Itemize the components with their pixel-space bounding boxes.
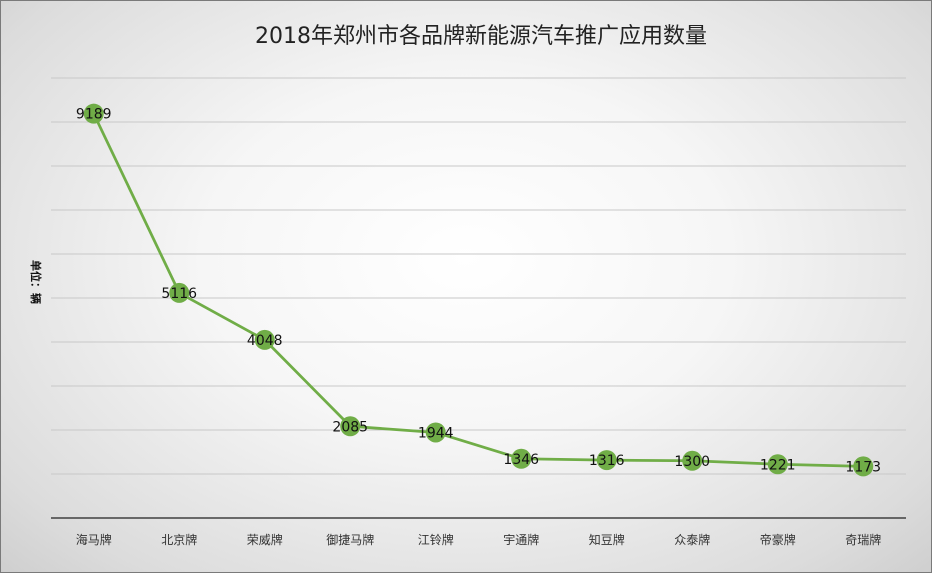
data-label: 1346 [503, 452, 539, 468]
data-label: 4048 [247, 333, 283, 349]
data-label: 1300 [674, 454, 710, 470]
data-point [596, 450, 617, 471]
data-point [682, 450, 703, 471]
data-label: 5116 [161, 286, 197, 302]
x-tick-label: 奇瑞牌 [845, 533, 881, 547]
data-point [340, 416, 361, 437]
data-point [83, 103, 104, 124]
x-tick-label: 众泰牌 [674, 533, 710, 547]
data-label: 2085 [332, 419, 368, 435]
series-line [92, 113, 864, 468]
data-label: 1316 [589, 453, 625, 469]
data-point [425, 422, 446, 443]
data-point [169, 282, 190, 303]
x-tick-label: 御捷马牌 [326, 532, 374, 547]
x-tick-label: 知豆牌 [589, 533, 625, 547]
data-point [853, 456, 874, 477]
chart-title: 2018年郑州市各品牌新能源汽车推广应用数量 [255, 24, 707, 49]
y-axis-label: 单位：辆 [29, 260, 43, 304]
data-label: 1173 [845, 459, 881, 475]
x-tick-labels: 海马牌 北京牌 荣威牌 御捷马牌 江铃牌 宇通牌 知豆牌 众泰牌 帝豪牌 奇瑞牌 [76, 532, 882, 547]
x-tick-label: 北京牌 [161, 533, 197, 547]
series-line-path [92, 113, 864, 468]
data-labels: 9189 5116 4048 2085 1944 1346 1316 1300 1221 1173 [76, 107, 881, 476]
data-label: 9189 [76, 107, 112, 123]
x-tick-label: 帝豪牌 [760, 532, 796, 547]
data-point [511, 448, 532, 469]
data-label: 1221 [760, 457, 796, 473]
x-tick-label: 江铃牌 [418, 532, 454, 547]
data-label: 1944 [418, 425, 454, 441]
x-tick-label: 宇通牌 [503, 533, 539, 547]
gridlines [51, 77, 906, 475]
x-tick-label: 海马牌 [76, 532, 112, 547]
x-tick-label: 荣威牌 [247, 533, 283, 547]
data-point [254, 329, 275, 350]
data-markers [83, 103, 874, 477]
data-point [767, 454, 788, 475]
